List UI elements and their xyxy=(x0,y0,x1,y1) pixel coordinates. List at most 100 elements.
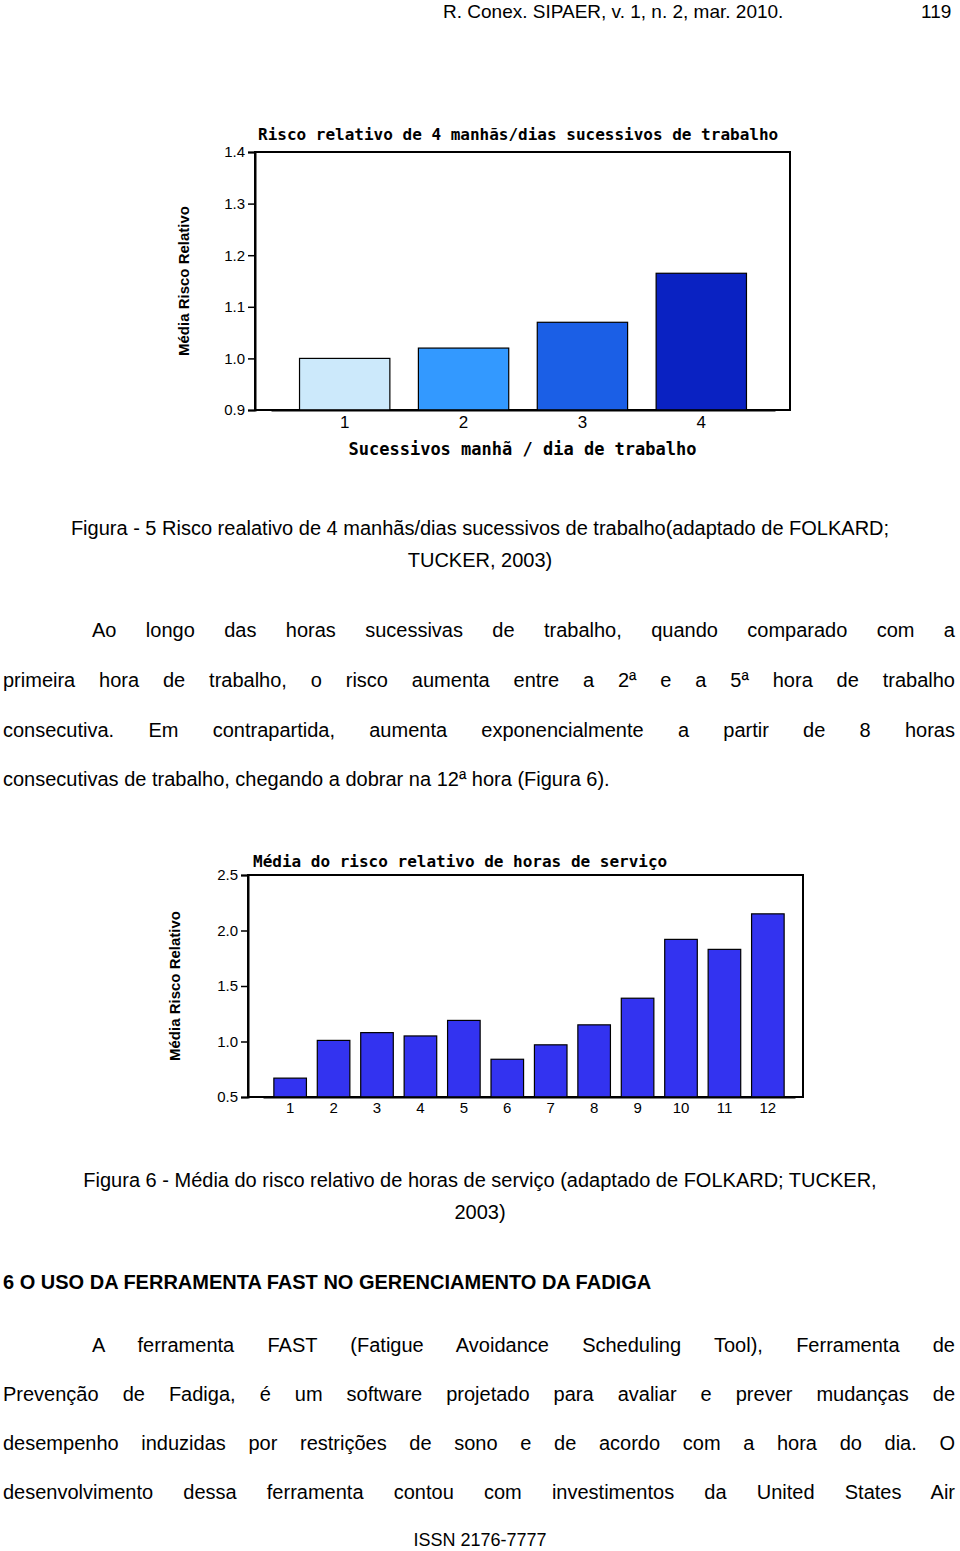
paragraph-line: desempenho induzidas por restrições de s… xyxy=(3,1431,955,1455)
bar xyxy=(361,1033,394,1097)
paragraph-line: desenvolvimento dessa ferramenta contou … xyxy=(3,1480,955,1504)
paragraph-line: primeira hora de trabalho, o risco aumen… xyxy=(3,668,955,692)
journal-header: R. Conex. SIPAER, v. 1, n. 2, mar. 2010. xyxy=(443,0,783,24)
y-axis-line xyxy=(248,153,256,411)
footer: ISSN 2176-7777 xyxy=(0,1528,960,1551)
x-tick: 10 xyxy=(673,1097,690,1116)
x-tick-label: 1 xyxy=(286,1099,294,1116)
x-axis: 1 2 3 4 xyxy=(272,410,776,432)
figure-caption: TUCKER, 2003) xyxy=(0,548,960,572)
bar xyxy=(621,998,654,1097)
plot-frame xyxy=(255,152,790,410)
x-tick-label: 9 xyxy=(633,1099,641,1116)
y-tick-mark xyxy=(241,875,248,877)
bar xyxy=(404,1036,437,1097)
y-tick-mark xyxy=(241,986,248,988)
y-tick-label: 1.1 xyxy=(224,298,245,315)
y-tick: 1.1 xyxy=(224,298,255,315)
x-tick-label: 2 xyxy=(329,1099,337,1116)
bar xyxy=(534,1045,567,1097)
bar xyxy=(708,949,741,1097)
paragraph-line: A ferramenta FAST (Fatigue Avoidance Sch… xyxy=(92,1333,955,1357)
y-tick: 1.0 xyxy=(217,1033,248,1050)
y-tick: 0.5 xyxy=(217,1088,248,1105)
y-tick-label: 1.0 xyxy=(224,350,245,367)
bar-chart: 0.9 1.0 1.1 1.2 1.3 1.4 1 2 3 4 Risco relativo de … xyxy=(175,125,790,459)
x-tick-label: 2 xyxy=(459,413,468,432)
bar xyxy=(317,1040,350,1097)
chart-title: Média do risco relativo de horas de serv… xyxy=(253,852,667,871)
y-tick-mark xyxy=(241,1097,248,1099)
y-tick: 2.5 xyxy=(217,866,248,883)
y-tick-mark xyxy=(248,203,255,205)
bar xyxy=(578,1025,611,1097)
x-tick-label: 3 xyxy=(578,413,587,432)
x-tick: 9 xyxy=(633,1097,641,1116)
bar xyxy=(274,1078,307,1097)
x-tick-label: 4 xyxy=(416,1099,424,1116)
paragraph-line: Prevenção de Fadiga, é um software proje… xyxy=(3,1382,955,1406)
bar xyxy=(665,939,698,1097)
chart-title: Risco relativo de 4 manhãs/dias sucessiv… xyxy=(258,125,778,144)
x-tick-label: 6 xyxy=(503,1099,511,1116)
paragraph-line: Ao longo das horas sucessivas de trabalh… xyxy=(92,618,955,642)
x-tick: 3 xyxy=(578,410,587,432)
x-axis-title: Sucessivos manhã / dia de trabalho xyxy=(349,439,697,459)
y-tick-label: 0.5 xyxy=(217,1088,238,1105)
x-tick: 4 xyxy=(697,410,706,432)
y-tick-mark xyxy=(248,152,255,154)
x-tick: 1 xyxy=(286,1097,294,1116)
x-tick: 4 xyxy=(416,1097,424,1116)
y-tick: 1.3 xyxy=(224,195,255,212)
x-axis-line xyxy=(272,410,776,412)
x-tick: 7 xyxy=(547,1097,555,1116)
x-axis-line xyxy=(264,1097,796,1099)
y-tick: 0.9 xyxy=(224,401,255,418)
y-tick-mark xyxy=(241,930,248,932)
y-tick-label: 1.0 xyxy=(217,1033,238,1050)
page-number: 119 xyxy=(921,0,951,24)
y-tick-mark xyxy=(248,410,255,412)
x-tick-label: 8 xyxy=(590,1099,598,1116)
y-tick-mark xyxy=(248,255,255,257)
y-tick: 1.5 xyxy=(217,977,248,994)
y-axis-title: Média Risco Relativo xyxy=(175,206,192,356)
y-tick-label: 2.5 xyxy=(217,866,238,883)
x-tick-label: 1 xyxy=(340,413,349,432)
x-tick-label: 4 xyxy=(697,413,706,432)
paragraph-line: consecutivas de trabalho, chegando a dob… xyxy=(3,767,955,791)
y-axis: 0.5 1.0 1.5 2.0 2.5 xyxy=(217,866,248,1105)
x-tick-label: 12 xyxy=(760,1099,777,1116)
bar xyxy=(300,358,390,410)
figure-caption: Figura 6 - Média do risco relativo de ho… xyxy=(0,1168,960,1192)
y-tick-mark xyxy=(241,1041,248,1043)
bar xyxy=(537,322,627,410)
bar-chart: 0.51.01.52.02.5123456789101112Média do r… xyxy=(166,852,803,1116)
y-tick: 1.4 xyxy=(224,143,255,160)
y-tick-label: 1.5 xyxy=(217,977,238,994)
section-heading: 6 O USO DA FERRAMENTA FAST NO GERENCIAME… xyxy=(3,1270,651,1294)
x-tick: 3 xyxy=(373,1097,381,1116)
y-tick-label: 1.2 xyxy=(224,247,245,264)
x-tick: 1 xyxy=(340,410,349,432)
bar xyxy=(491,1059,524,1097)
x-axis: 123456789101112 xyxy=(264,1097,796,1116)
bar xyxy=(752,914,785,1097)
bars xyxy=(274,914,784,1097)
x-tick-label: 11 xyxy=(717,1099,733,1116)
x-tick: 8 xyxy=(590,1097,598,1116)
x-tick: 6 xyxy=(503,1097,511,1116)
x-tick-label: 5 xyxy=(460,1099,468,1116)
x-tick: 11 xyxy=(717,1097,733,1116)
y-tick-label: 2.0 xyxy=(217,922,238,939)
x-tick: 2 xyxy=(329,1097,337,1116)
y-axis-title: Média Risco Relativo xyxy=(166,911,183,1061)
y-tick: 2.0 xyxy=(217,922,248,939)
figure-caption: Figura - 5 Risco realativo de 4 manhãs/d… xyxy=(0,516,960,540)
bar xyxy=(656,273,746,410)
y-tick-label: 0.9 xyxy=(224,401,245,418)
figure-caption: 2003) xyxy=(0,1200,960,1224)
y-tick-label: 1.4 xyxy=(224,143,245,160)
paragraph-line: consecutiva. Em contrapartida, aumenta e… xyxy=(3,718,955,742)
y-tick: 1.0 xyxy=(224,350,255,367)
